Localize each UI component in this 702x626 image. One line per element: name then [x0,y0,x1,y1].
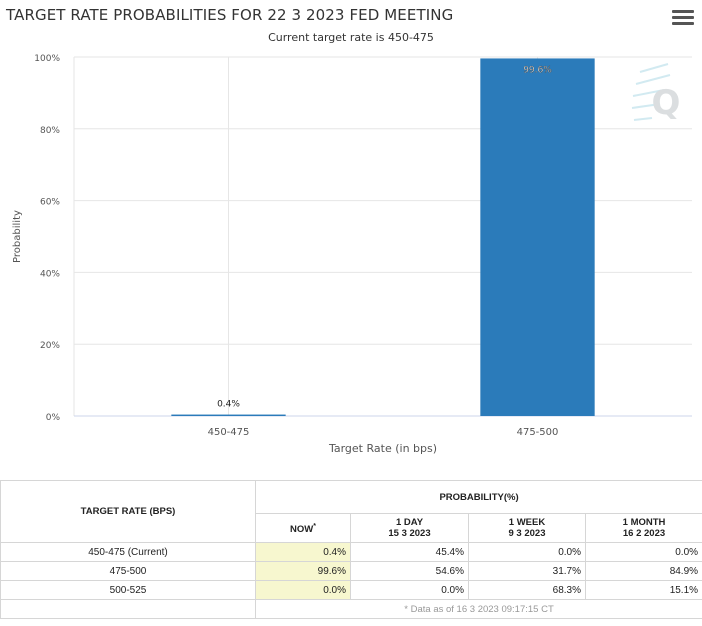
month-cell: 15.1% [584,580,702,600]
chart-panel: 0% 20% 40% 60% 80% 100% 0.4% 450-475 99.6% 475-50… [6,6,694,455]
y-tick-label: 80% [40,126,60,136]
data-timestamp-footnote: * Data as of 16 3 2023 09:17:15 CT [254,599,702,619]
table-row: 450-475 (Current) 0.4% 45.4% 0.0% 0.0% [0,542,702,562]
probability-chart: 0% 20% 40% 60% 80% 100% 0.4% 450-475 99.6% 475-50… [12,54,692,455]
y-tick-label: 20% [40,341,60,351]
chart-title: TARGET RATE PROBABILITIES FOR 22 3 2023 … [6,6,454,24]
header-now: NOW* [255,513,351,543]
header-1-day: 1 DAY 15 3 2023 [350,513,469,543]
table-row: 500-525 0.0% 0.0% 68.3% 15.1% [0,580,702,600]
data-label: 99.6% [523,65,552,75]
month-cell: 0.0% [584,542,702,562]
rate-cell: 475-500 [0,561,256,581]
probability-table-area: TARGET RATE (BPS) PROBABILITY(%) NOW* 1 … [0,480,702,620]
week-cell: 31.7% [468,561,586,581]
y-tick-label: 60% [40,198,60,208]
bar [480,58,595,416]
x-tick-label: 450-475 [208,427,250,438]
watermark-logo-icon: Q [631,63,681,123]
now-cell: 0.0% [255,580,351,600]
bar [171,414,286,416]
hamburger-menu-icon[interactable] [672,10,694,30]
header-target-rate: TARGET RATE (BPS) [0,480,256,543]
day-cell: 0.0% [350,580,469,600]
x-axis-title: Target Rate (in bps) [328,442,437,455]
footnote-row: * Data as of 16 3 2023 09:17:15 CT [0,599,702,619]
header-probability: PROBABILITY(%) [254,480,702,514]
data-label: 0.4% [217,400,240,410]
y-axis-title: Probability [12,210,23,263]
table-row: 475-500 99.6% 54.6% 31.7% 84.9% [0,561,702,581]
rate-cell: 500-525 [0,580,256,600]
now-cell: 0.4% [255,542,351,562]
week-cell: 68.3% [468,580,586,600]
y-tick-label: 0% [46,413,61,423]
y-tick-label: 100% [34,54,60,64]
chart-subtitle: Current target rate is 450-475 [268,31,434,44]
now-cell: 99.6% [255,561,351,581]
day-cell: 54.6% [350,561,469,581]
probability-table: TARGET RATE (BPS) PROBABILITY(%) NOW* 1 … [0,480,702,619]
header-1-week: 1 WEEK 9 3 2023 [468,513,586,543]
week-cell: 0.0% [468,542,586,562]
svg-text:Q: Q [652,83,681,123]
month-cell: 84.9% [584,561,702,581]
header-1-month: 1 MONTH 16 2 2023 [584,513,702,543]
x-tick-label: 475-500 [517,427,559,438]
rate-cell: 450-475 (Current) [0,542,256,562]
day-cell: 45.4% [350,542,469,562]
y-tick-label: 40% [40,269,60,279]
